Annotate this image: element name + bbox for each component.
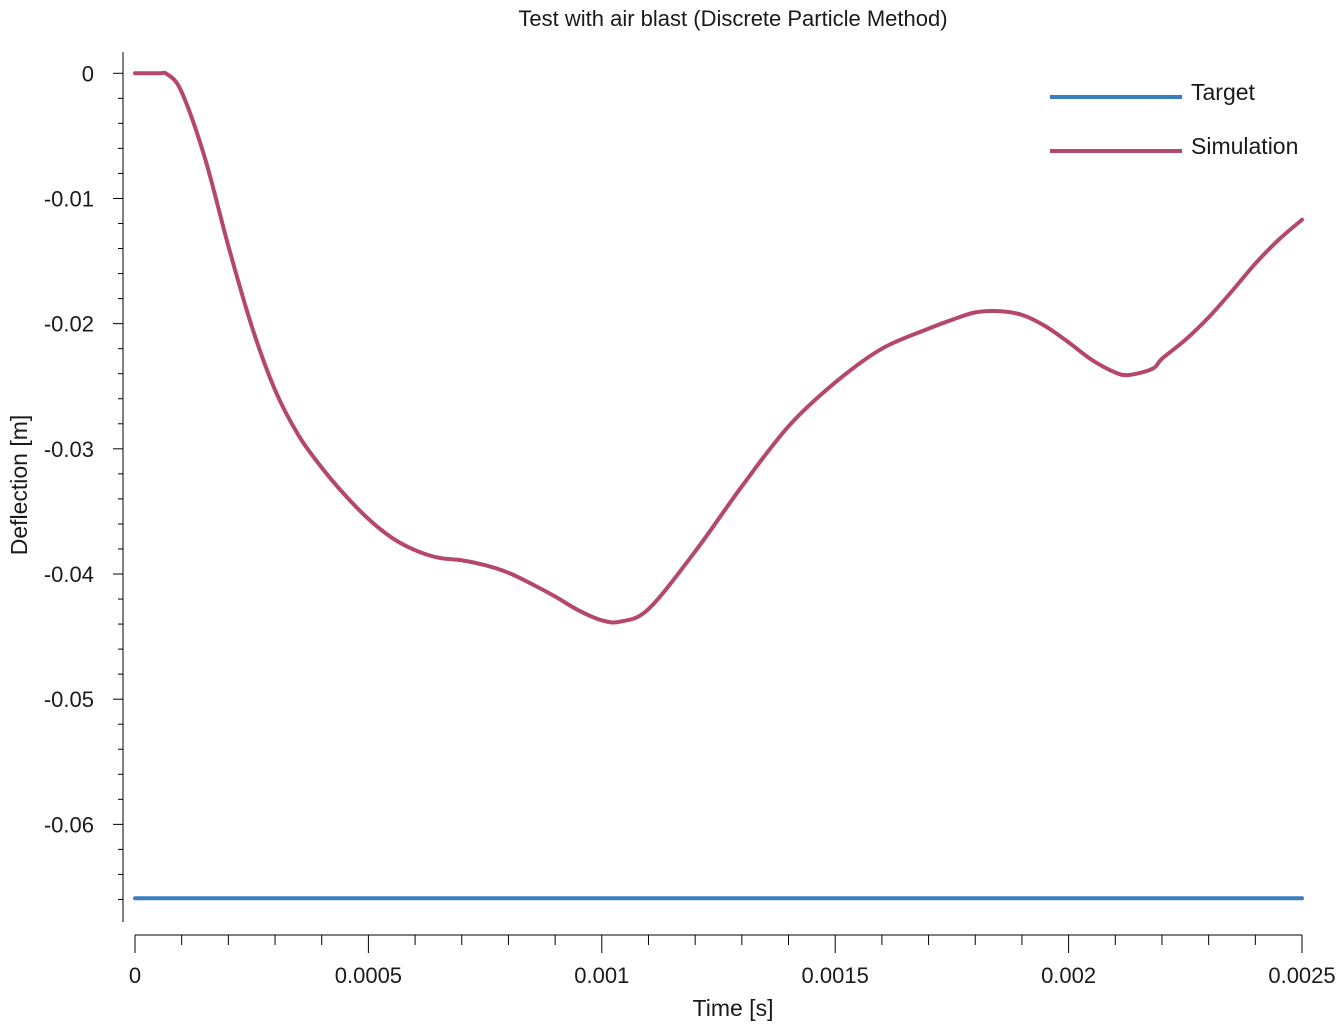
x-tick-label: 0.0005 [335, 963, 402, 988]
x-tick-label: 0.0025 [1268, 963, 1335, 988]
y-tick-label: -0.02 [44, 312, 94, 337]
legend-label-target: Target [1191, 79, 1256, 105]
x-tick-label: 0 [129, 963, 141, 988]
y-tick-label: -0.04 [44, 562, 94, 587]
y-tick-label: -0.03 [44, 437, 94, 462]
x-axis-ticks: 0 0.0005 0.001 0.0015 0.002 0.0025 [129, 935, 1336, 988]
y-axis-label: Deflection [m] [6, 415, 32, 556]
x-tick-label: 0.0015 [802, 963, 869, 988]
y-axis-ticks: 0 -0.01 -0.02 -0.03 -0.04 -0.05 -0.06 [44, 61, 123, 900]
y-tick-label: -0.05 [44, 687, 94, 712]
x-axis-label: Time [s] [693, 995, 774, 1021]
legend-label-simulation: Simulation [1191, 133, 1298, 159]
legend: Target Simulation [1050, 79, 1298, 159]
y-tick-label: -0.01 [44, 186, 94, 211]
x-tick-label: 0.002 [1041, 963, 1096, 988]
series-line-simulation [133, 70, 1304, 625]
plot-area [133, 70, 1304, 901]
x-tick-label: 0.001 [574, 963, 629, 988]
chart-title: Test with air blast (Discrete Particle M… [518, 6, 947, 31]
y-tick-label: -0.06 [44, 812, 94, 837]
y-tick-label: 0 [82, 61, 94, 86]
